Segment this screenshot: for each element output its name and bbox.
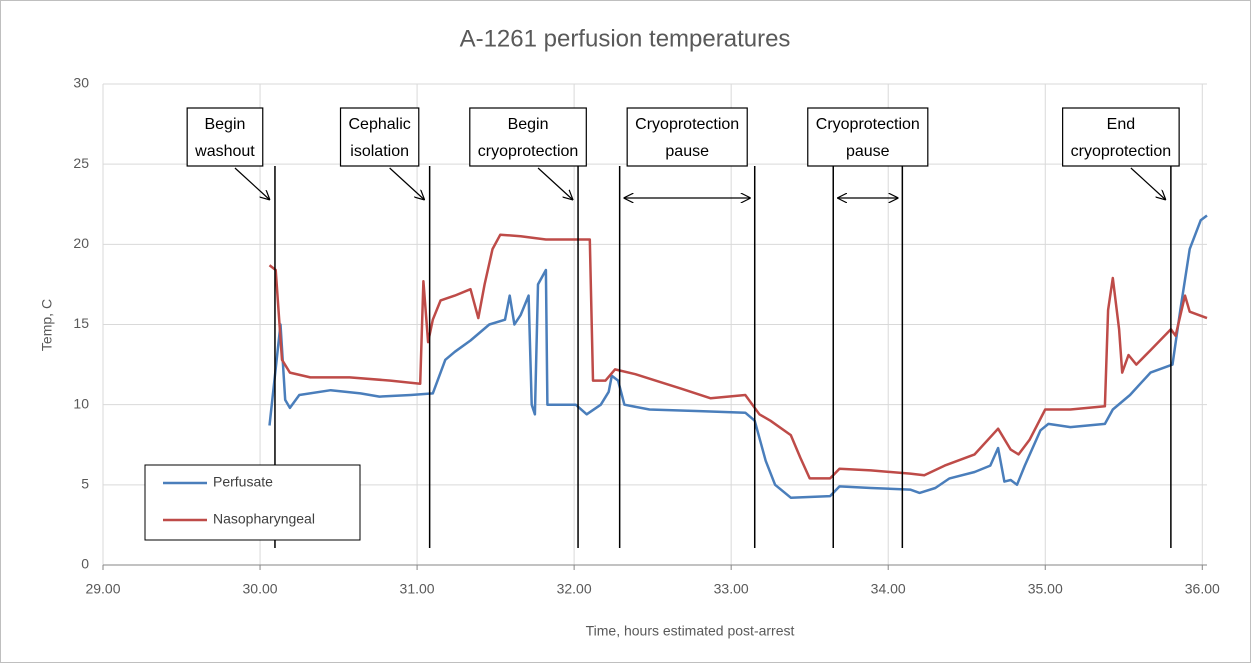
annotation: Cryoprotection pause bbox=[807, 107, 929, 548]
annotation-text: Cryoprotection bbox=[816, 116, 920, 133]
legend-label: Nasopharyngeal bbox=[213, 511, 315, 527]
x-tick-label: 36.00 bbox=[1185, 581, 1220, 597]
annotation-arrow bbox=[389, 167, 425, 200]
annotation-box bbox=[807, 107, 929, 167]
annotation: Cryoprotection pause bbox=[618, 107, 756, 548]
legend: Perfusate Nasopharyngeal bbox=[144, 464, 361, 541]
legend-label: Perfusate bbox=[213, 474, 273, 490]
x-tick-label: 32.00 bbox=[557, 581, 592, 597]
legend-box bbox=[144, 464, 361, 541]
annotation-text: cryoprotection bbox=[478, 143, 579, 160]
chart-title: A-1261 perfusion temperatures bbox=[460, 25, 791, 52]
annotation-text: Cephalic bbox=[349, 116, 411, 133]
annotation-arrow bbox=[1130, 167, 1166, 200]
annotation-text: Begin bbox=[204, 116, 245, 133]
annotation-box bbox=[626, 107, 748, 167]
annotation-text: End bbox=[1107, 116, 1135, 133]
y-tick-label: 15 bbox=[73, 315, 89, 331]
y-tick-label: 25 bbox=[73, 155, 89, 171]
y-tick-label: 0 bbox=[81, 556, 89, 572]
annotation-text: Cryoprotection bbox=[635, 116, 739, 133]
x-axis-label: Time, hours estimated post-arrest bbox=[586, 623, 795, 639]
annotation: Cephalic isolation bbox=[339, 107, 431, 548]
annotation-text: washout bbox=[194, 143, 255, 160]
annotation-text: Begin bbox=[508, 116, 549, 133]
annotation-arrow bbox=[234, 167, 270, 200]
data-line bbox=[268, 233, 1208, 480]
x-tick-label: 30.00 bbox=[243, 581, 278, 597]
annotation-text: pause bbox=[846, 143, 890, 160]
annotation-box bbox=[186, 107, 264, 167]
y-tick-label: 10 bbox=[73, 395, 89, 411]
x-tick-label: 29.00 bbox=[85, 581, 120, 597]
annotation-box bbox=[469, 107, 587, 167]
y-tick-label: 20 bbox=[73, 235, 89, 251]
annotation-text: isolation bbox=[350, 143, 409, 160]
annotation-box bbox=[339, 107, 420, 167]
annotation: Begin cryoprotection bbox=[469, 107, 587, 548]
y-axis-label: Temp, C bbox=[39, 299, 55, 351]
annotation: Begin washout bbox=[186, 107, 276, 548]
annotation-text: cryoprotection bbox=[1071, 143, 1172, 160]
data-line bbox=[268, 214, 1208, 499]
x-tick-label: 31.00 bbox=[400, 581, 435, 597]
x-tick-label: 35.00 bbox=[1028, 581, 1063, 597]
annotation-box bbox=[1062, 107, 1180, 167]
x-tick-label: 34.00 bbox=[871, 581, 906, 597]
y-tick-label: 5 bbox=[81, 476, 89, 492]
x-tick-label: 33.00 bbox=[714, 581, 749, 597]
annotation-arrow bbox=[537, 167, 573, 200]
annotation-text: pause bbox=[665, 143, 709, 160]
y-tick-label: 30 bbox=[73, 75, 89, 91]
annotation: End cryoprotection bbox=[1062, 107, 1180, 548]
